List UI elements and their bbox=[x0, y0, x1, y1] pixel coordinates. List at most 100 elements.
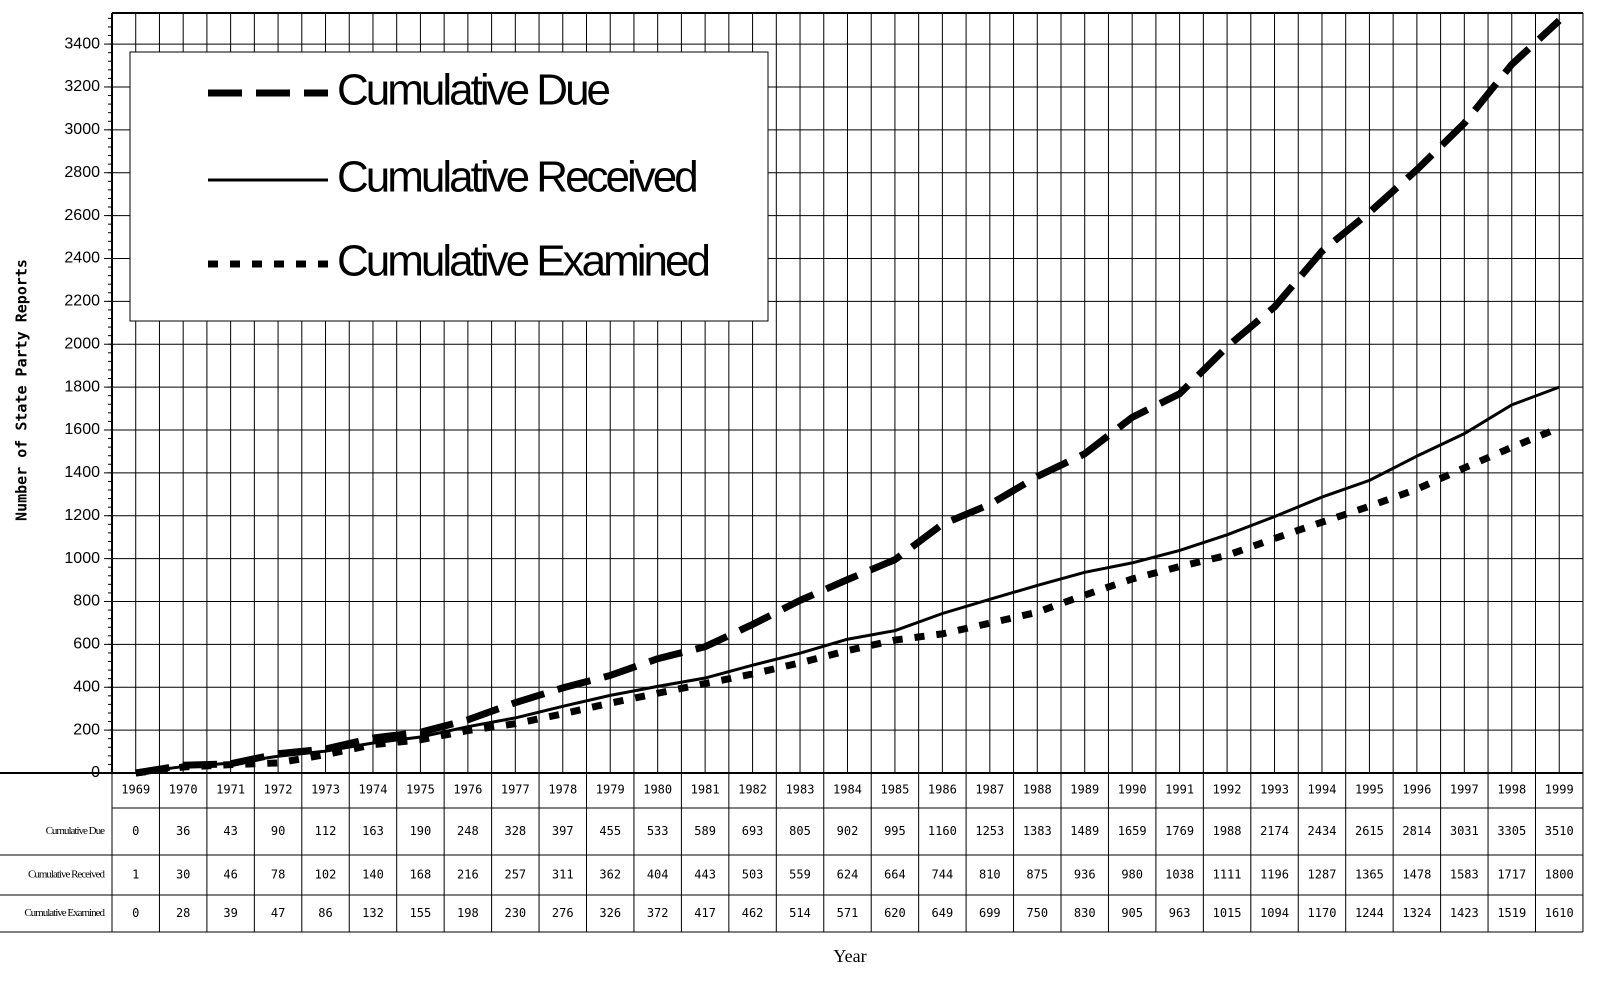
table-value: 2174 bbox=[1260, 824, 1289, 838]
table-value: 533 bbox=[647, 824, 669, 838]
table-value: 39 bbox=[223, 906, 237, 920]
table-value: 1769 bbox=[1165, 824, 1194, 838]
table-value: 326 bbox=[599, 906, 621, 920]
table-value: 649 bbox=[932, 906, 954, 920]
table-value: 0 bbox=[132, 906, 139, 920]
table-value: 980 bbox=[1121, 868, 1143, 882]
y-tick-label: 600 bbox=[73, 636, 100, 653]
x-tick-label: 1969 bbox=[121, 783, 150, 797]
table-value: 810 bbox=[979, 868, 1001, 882]
table-value: 43 bbox=[223, 824, 237, 838]
table-value: 664 bbox=[884, 868, 906, 882]
table-value: 1365 bbox=[1355, 868, 1384, 882]
x-tick-label: 1977 bbox=[501, 783, 530, 797]
table-value: 699 bbox=[979, 906, 1001, 920]
table-value: 1800 bbox=[1545, 868, 1574, 882]
table-value: 936 bbox=[1074, 868, 1096, 882]
x-tick-label: 1972 bbox=[264, 783, 293, 797]
table-value: 744 bbox=[932, 868, 954, 882]
legend-label: Cumulative Examined bbox=[337, 237, 708, 286]
table-value: 571 bbox=[837, 906, 859, 920]
table-value: 1170 bbox=[1308, 906, 1337, 920]
legend-label: Cumulative Due bbox=[337, 66, 610, 115]
table-value: 230 bbox=[504, 906, 526, 920]
x-tick-label: 1989 bbox=[1070, 783, 1099, 797]
table-value: 905 bbox=[1121, 906, 1143, 920]
table-value: 620 bbox=[884, 906, 906, 920]
table-value: 963 bbox=[1169, 906, 1191, 920]
x-tick-label: 1987 bbox=[975, 783, 1004, 797]
y-tick-label: 1000 bbox=[64, 550, 100, 567]
table-value: 1659 bbox=[1118, 824, 1147, 838]
x-tick-label: 1970 bbox=[169, 783, 198, 797]
table-value: 624 bbox=[837, 868, 859, 882]
table-value: 693 bbox=[742, 824, 764, 838]
y-tick-label: 200 bbox=[73, 721, 100, 738]
table-value: 1610 bbox=[1545, 906, 1574, 920]
x-tick-label: 1990 bbox=[1118, 783, 1147, 797]
table-value: 311 bbox=[552, 868, 574, 882]
y-tick-label: 2800 bbox=[64, 164, 100, 181]
table-value: 462 bbox=[742, 906, 764, 920]
table-value: 589 bbox=[694, 824, 716, 838]
table-value: 362 bbox=[599, 868, 621, 882]
table-value: 1015 bbox=[1213, 906, 1242, 920]
table-value: 86 bbox=[318, 906, 332, 920]
table-value: 0 bbox=[132, 824, 139, 838]
y-tick-label: 2400 bbox=[64, 250, 100, 267]
y-tick-label: 3000 bbox=[64, 121, 100, 138]
x-tick-label: 1997 bbox=[1450, 783, 1479, 797]
x-tick-label: 1971 bbox=[216, 783, 245, 797]
table-value: 328 bbox=[504, 824, 526, 838]
table-value: 102 bbox=[315, 868, 337, 882]
table-value: 1519 bbox=[1497, 906, 1526, 920]
legend-box bbox=[129, 51, 769, 322]
x-tick-label: 1994 bbox=[1308, 783, 1337, 797]
row-label: Cumulative Examined bbox=[24, 907, 105, 919]
x-tick-label: 1996 bbox=[1402, 783, 1431, 797]
table-value: 140 bbox=[362, 868, 384, 882]
table-value: 1287 bbox=[1308, 868, 1337, 882]
y-tick-label: 2600 bbox=[64, 207, 100, 224]
table-value: 216 bbox=[457, 868, 479, 882]
table-value: 46 bbox=[223, 868, 237, 882]
table-value: 1 bbox=[132, 868, 139, 882]
table-value: 28 bbox=[176, 906, 190, 920]
table-value: 276 bbox=[552, 906, 574, 920]
table-value: 132 bbox=[362, 906, 384, 920]
table-value: 1253 bbox=[975, 824, 1004, 838]
x-tick-label: 1974 bbox=[359, 783, 388, 797]
table-value: 198 bbox=[457, 906, 479, 920]
table-value: 805 bbox=[789, 824, 811, 838]
table-value: 2434 bbox=[1308, 824, 1337, 838]
table-value: 1196 bbox=[1260, 868, 1289, 882]
table-value: 1383 bbox=[1023, 824, 1052, 838]
table-value: 443 bbox=[694, 868, 716, 882]
x-tick-label: 1976 bbox=[453, 783, 482, 797]
y-tick-label: 2000 bbox=[64, 335, 100, 352]
table-value: 112 bbox=[315, 824, 337, 838]
table-value: 875 bbox=[1026, 868, 1048, 882]
legend-label: Cumulative Received bbox=[337, 153, 696, 202]
x-tick-label: 1981 bbox=[691, 783, 720, 797]
table-value: 503 bbox=[742, 868, 764, 882]
table-value: 1094 bbox=[1260, 906, 1289, 920]
x-tick-label: 1983 bbox=[786, 783, 815, 797]
table-value: 1038 bbox=[1165, 868, 1194, 882]
x-tick-label: 1979 bbox=[596, 783, 625, 797]
table-value: 1583 bbox=[1450, 868, 1479, 882]
table-value: 3031 bbox=[1450, 824, 1479, 838]
x-tick-label: 1982 bbox=[738, 783, 767, 797]
table-value: 750 bbox=[1026, 906, 1048, 920]
x-tick-label: 1975 bbox=[406, 783, 435, 797]
y-tick-label: 1800 bbox=[64, 378, 100, 395]
table-value: 1244 bbox=[1355, 906, 1384, 920]
y-tick-label: 3400 bbox=[64, 35, 100, 52]
table-value: 36 bbox=[176, 824, 190, 838]
series-line bbox=[135, 424, 1561, 777]
row-label: Cumulative Due bbox=[46, 825, 106, 837]
table-value: 1111 bbox=[1213, 868, 1242, 882]
y-tick-label: 3200 bbox=[64, 78, 100, 95]
y-axis-label: Number of State Party Reports bbox=[13, 259, 31, 521]
table-value: 257 bbox=[504, 868, 526, 882]
